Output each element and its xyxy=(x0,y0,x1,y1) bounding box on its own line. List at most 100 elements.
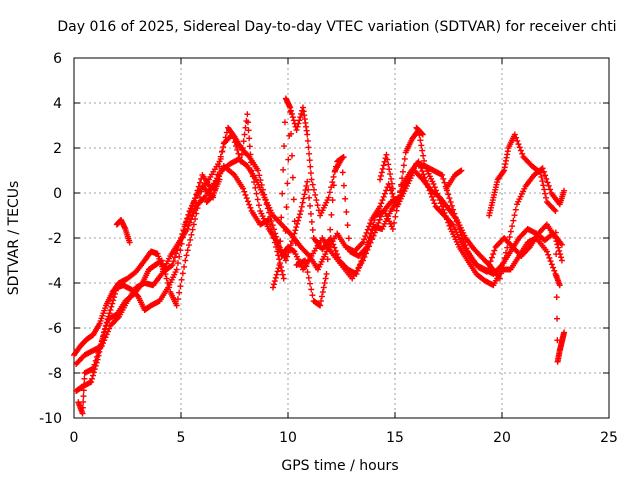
data-point xyxy=(167,289,179,307)
data-point xyxy=(184,206,198,232)
data-point xyxy=(175,227,190,246)
data-point xyxy=(216,176,223,183)
y-tick-label: -8 xyxy=(48,366,62,382)
data-point xyxy=(90,322,102,338)
data-point xyxy=(314,251,329,273)
x-axis-title: GPS time / hours xyxy=(281,458,398,474)
data-point xyxy=(156,286,170,304)
data-point xyxy=(90,343,104,354)
data-point xyxy=(71,344,83,358)
data-point xyxy=(270,265,282,291)
data-point xyxy=(334,154,346,165)
data-point xyxy=(122,226,133,244)
data-point xyxy=(107,287,119,313)
data-point xyxy=(466,253,481,269)
data-point xyxy=(96,305,109,327)
data-point xyxy=(323,182,337,277)
data-point xyxy=(552,208,561,344)
data-point xyxy=(526,232,541,250)
data-point xyxy=(398,171,412,190)
data-point xyxy=(541,231,556,244)
chart-title: Day 016 of 2025, Sidereal Day-to-day VTE… xyxy=(57,19,616,35)
data-point xyxy=(182,226,196,264)
data-point xyxy=(73,384,85,394)
y-tick-label: -2 xyxy=(48,231,62,247)
data-point xyxy=(327,235,342,261)
data-point xyxy=(77,337,89,349)
y-tick-label: 0 xyxy=(53,186,62,202)
data-point xyxy=(340,154,347,160)
data-point xyxy=(539,165,553,193)
data-point xyxy=(148,298,162,309)
data-point xyxy=(556,189,567,208)
x-tick-label: 20 xyxy=(493,430,511,446)
data-point xyxy=(107,315,121,329)
data-point xyxy=(274,248,286,278)
data-point xyxy=(490,179,501,201)
series-trace-5 xyxy=(113,95,568,365)
data-point xyxy=(317,275,329,309)
data-point xyxy=(552,271,563,287)
data-point xyxy=(381,208,395,230)
x-tick-label: 5 xyxy=(177,430,186,446)
data-point xyxy=(561,187,568,194)
y-tick-label: 4 xyxy=(53,96,62,112)
y-tick-label: -4 xyxy=(48,276,62,292)
data-point xyxy=(302,257,316,299)
data-point xyxy=(513,185,528,208)
y-tick-label: 6 xyxy=(53,51,62,67)
y-tick-label: -6 xyxy=(48,321,62,337)
data-point xyxy=(543,248,558,274)
data-point xyxy=(167,241,181,259)
data-point xyxy=(419,131,426,138)
data-point xyxy=(291,211,303,237)
data-point xyxy=(158,255,173,277)
data-point xyxy=(115,300,130,320)
data-point xyxy=(118,217,128,231)
data-point xyxy=(293,258,307,268)
data-point xyxy=(454,217,468,239)
y-tick-label: -10 xyxy=(39,411,62,427)
data-point xyxy=(443,173,457,192)
data-point xyxy=(297,182,310,214)
data-point xyxy=(299,104,310,134)
data-point xyxy=(280,132,293,282)
data-point xyxy=(133,259,147,275)
data-point xyxy=(308,176,322,214)
data-point xyxy=(458,239,472,258)
data-point xyxy=(364,217,378,250)
data-point xyxy=(246,154,260,172)
series-trace-4 xyxy=(73,109,565,367)
data-point xyxy=(554,349,563,365)
y-tick-label: 2 xyxy=(53,141,62,157)
data-point xyxy=(556,282,563,289)
data-point xyxy=(552,235,565,261)
data-point xyxy=(494,168,507,183)
y-axis-title: SDTVAR / TECUs xyxy=(6,181,22,296)
x-tick-label: 25 xyxy=(600,430,618,446)
data-point xyxy=(558,257,565,264)
axis-ticks: 0 5 10 15 20 25 -10 -8 -6 -4 -2 0 2 4 6 xyxy=(39,51,618,446)
data-point xyxy=(248,167,262,209)
data-point xyxy=(475,264,489,275)
data-point xyxy=(518,245,532,259)
data-point xyxy=(389,189,404,232)
data-point xyxy=(237,118,250,165)
data-point xyxy=(507,254,521,273)
data-point xyxy=(124,286,138,304)
data-point xyxy=(458,167,465,174)
data-point xyxy=(304,131,314,177)
data-point xyxy=(287,104,299,130)
data-point xyxy=(265,217,280,250)
data-point xyxy=(501,148,511,174)
data-point xyxy=(98,325,113,349)
x-tick-label: 10 xyxy=(279,430,297,446)
x-tick-label: 0 xyxy=(70,430,79,446)
data-point xyxy=(383,151,395,187)
data-point xyxy=(325,163,339,201)
data-point xyxy=(73,353,87,367)
data-point xyxy=(528,163,543,175)
data-point xyxy=(276,119,288,268)
data-point xyxy=(182,202,196,228)
